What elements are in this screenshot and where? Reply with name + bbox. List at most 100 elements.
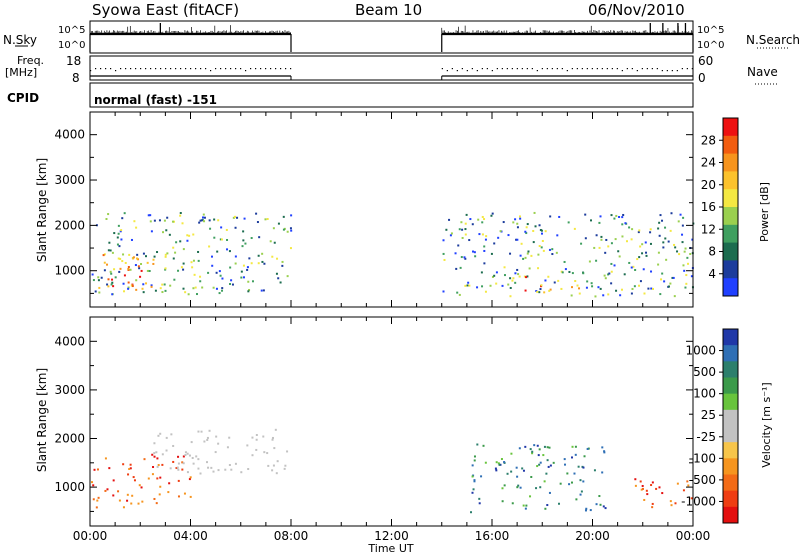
- velocity-colorbar-swatch: [723, 506, 738, 524]
- data-cell: [589, 219, 592, 222]
- data-cell: [159, 432, 162, 435]
- data-cell: [200, 430, 203, 433]
- freq-dot: [225, 68, 227, 70]
- data-cell: [263, 451, 266, 454]
- data-cell: [247, 280, 250, 283]
- data-cell: [594, 295, 597, 298]
- data-cell: [146, 269, 149, 272]
- data-cell: [535, 487, 538, 490]
- freq-label: Freq.: [17, 54, 44, 67]
- data-cell: [122, 506, 125, 509]
- data-cell: [597, 286, 600, 289]
- data-cell: [243, 217, 246, 220]
- data-cell: [177, 462, 180, 465]
- data-cell: [577, 465, 580, 468]
- data-cell: [516, 475, 519, 478]
- freq-dot: [125, 68, 127, 70]
- data-cell: [206, 461, 209, 464]
- data-cell: [544, 279, 547, 282]
- data-cell: [674, 246, 677, 249]
- data-cell: [217, 442, 220, 445]
- data-cell: [286, 275, 289, 278]
- power-colorbar-swatch: [723, 224, 738, 244]
- data-cell: [136, 257, 139, 260]
- freq-dot: [516, 68, 518, 70]
- data-cell: [271, 469, 274, 472]
- data-cell: [136, 253, 139, 256]
- data-cell: [484, 238, 487, 241]
- data-cell: [184, 454, 187, 457]
- data-cell: [529, 495, 532, 498]
- data-cell: [146, 261, 149, 264]
- data-cell: [98, 286, 101, 289]
- data-cell: [150, 284, 153, 287]
- freq-dot: [160, 68, 162, 70]
- data-cell: [638, 256, 641, 259]
- data-cell: [118, 245, 121, 248]
- data-cell: [621, 223, 624, 226]
- data-cell: [638, 284, 641, 287]
- data-cell: [97, 279, 100, 282]
- data-cell: [530, 475, 533, 478]
- data-cell: [189, 476, 192, 479]
- data-cell: [282, 228, 285, 231]
- freq-dot: [461, 68, 463, 70]
- data-cell: [641, 243, 644, 246]
- data-cell: [667, 285, 670, 288]
- nsearch-scale-lo: 10^0: [697, 40, 724, 51]
- data-cell: [538, 224, 541, 227]
- power-colorbar-tick-label: 16: [701, 200, 716, 214]
- data-cell: [192, 233, 195, 236]
- data-cell: [672, 276, 675, 279]
- data-cell: [181, 222, 184, 225]
- data-cell: [525, 276, 528, 279]
- freq-dot: [130, 68, 132, 70]
- data-cell: [544, 230, 547, 233]
- data-cell: [641, 484, 644, 487]
- x-tick-label: 04:00: [173, 529, 208, 543]
- power-colorbar-swatch: [723, 189, 738, 208]
- data-cell: [478, 233, 481, 236]
- data-cell: [546, 459, 549, 462]
- data-cell: [595, 259, 598, 262]
- data-cell: [593, 246, 596, 249]
- data-cell: [271, 436, 274, 439]
- data-cell: [168, 233, 171, 236]
- data-cell: [215, 287, 218, 290]
- data-cell: [471, 464, 474, 467]
- velocity-panel: [89, 316, 694, 527]
- data-cell: [457, 244, 460, 247]
- data-cell: [690, 275, 693, 278]
- freq-dot: [210, 70, 212, 72]
- x-tick-label: 08:00: [274, 529, 309, 543]
- data-cell: [269, 240, 272, 243]
- data-cell: [684, 286, 687, 289]
- data-cell: [153, 452, 156, 455]
- data-cell: [118, 499, 121, 502]
- data-cell: [558, 502, 561, 505]
- data-cell: [661, 219, 664, 222]
- data-cell: [240, 471, 243, 474]
- data-cell: [474, 255, 477, 258]
- data-cell: [147, 477, 150, 480]
- data-cell: [559, 482, 562, 485]
- data-cell: [538, 244, 541, 247]
- data-cell: [638, 229, 641, 232]
- data-cell: [282, 215, 285, 218]
- data-cell: [478, 497, 481, 500]
- data-cell: [466, 284, 469, 287]
- data-cell: [588, 260, 591, 263]
- data-cell: [582, 272, 585, 275]
- data-cell: [519, 217, 522, 220]
- data-cell: [93, 468, 96, 471]
- data-cell: [145, 282, 148, 285]
- plot-title: Syowa East (fitACF): [92, 1, 239, 19]
- data-cell: [271, 438, 274, 441]
- nsearch-label: N.Search: [746, 33, 800, 47]
- data-cell: [683, 269, 686, 272]
- data-cell: [220, 226, 223, 229]
- data-cell: [658, 234, 661, 237]
- freq-dot: [451, 68, 453, 70]
- data-cell: [468, 284, 471, 287]
- data-cell: [159, 476, 162, 479]
